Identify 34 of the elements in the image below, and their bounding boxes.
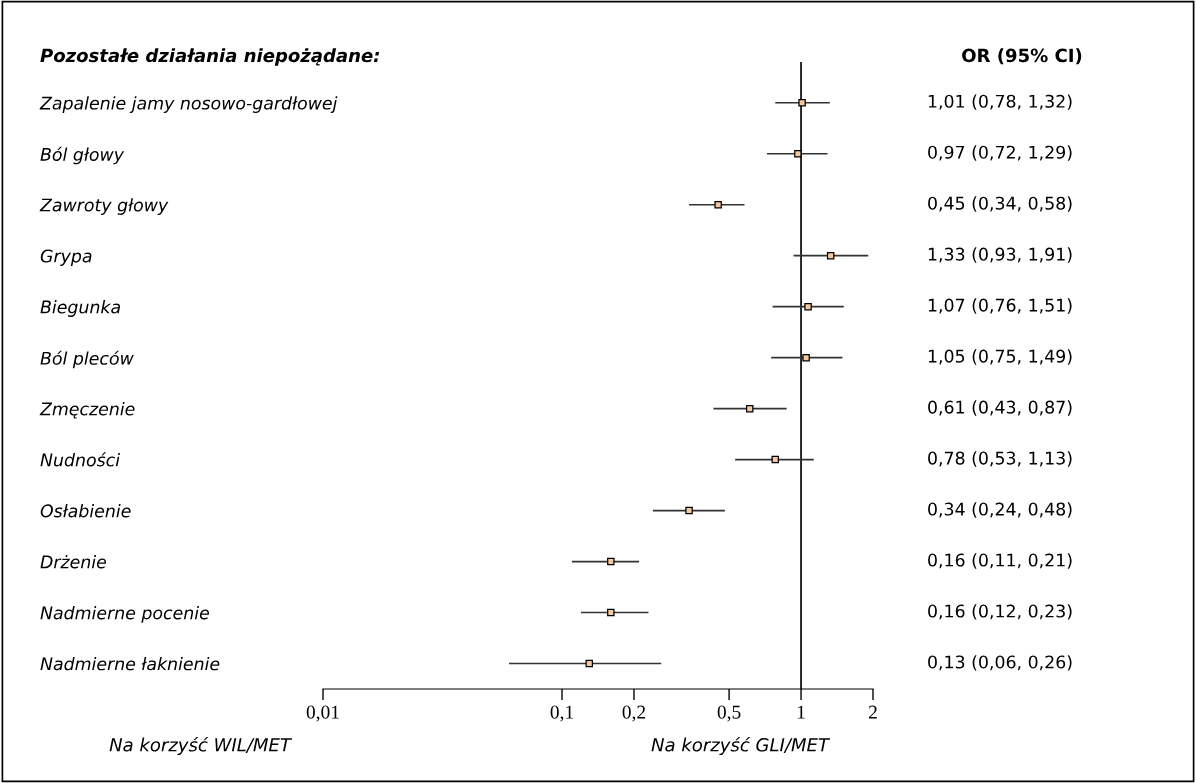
text: OR (95% CI) bbox=[962, 48, 1082, 65]
text: Na korzyść GLI/MET bbox=[651, 736, 831, 756]
y-tick-label: Drżenie bbox=[40, 554, 107, 569]
data-label: 0,34 (0,24, 0,48) bbox=[928, 502, 1072, 518]
y-tick-label: Grypa bbox=[40, 249, 92, 266]
y-tick-label: Nadmierne pocenie bbox=[40, 605, 210, 623]
data-label: 0,61 (0,43, 0,87) bbox=[928, 400, 1072, 416]
data-label: 1,33 (0,93, 1,91) bbox=[928, 247, 1072, 263]
y-tick-label: Zawroty głowy bbox=[39, 198, 169, 215]
y-tick-label: Ból głowy bbox=[40, 146, 125, 165]
x-tick-label: 1 bbox=[797, 705, 805, 719]
x-tick-label: 0,5 bbox=[717, 705, 741, 722]
y-tick-label: Zapalenie jamy nosowo-gardłowej bbox=[39, 96, 338, 113]
data-label: 0,97 (0,72, 1,29) bbox=[928, 145, 1072, 161]
y-tick-label: Nudności bbox=[40, 452, 120, 467]
x-tick-label: 0,01 bbox=[306, 705, 339, 722]
y-tick-label: Nadmierne łaknienie bbox=[40, 656, 220, 671]
chart-title: Pozostałe działania niepożądane: bbox=[40, 48, 380, 66]
y-tick-label: Ból pleców bbox=[40, 350, 134, 369]
data-label: 0,16 (0,11, 0,21) bbox=[928, 553, 1072, 569]
y-tick-label: Biegunka bbox=[40, 300, 120, 317]
data-label: 0,16 (0,12, 0,23) bbox=[928, 604, 1072, 620]
data-label: 0,45 (0,34, 0,58) bbox=[928, 196, 1072, 212]
data-label: 1,07 (0,76, 1,51) bbox=[928, 298, 1072, 314]
text: Na korzyść WIL/MET bbox=[109, 736, 293, 756]
data-label: 1,01 (0,78, 1,32) bbox=[928, 94, 1072, 110]
x-tick-label: 0,1 bbox=[550, 705, 574, 722]
x-tick-label: 0,2 bbox=[622, 705, 646, 722]
data-label: 1,05 (0,75, 1,49) bbox=[928, 349, 1072, 365]
y-tick-label: Osłabienie bbox=[40, 503, 131, 518]
data-label: 0,78 (0,53, 1,13) bbox=[928, 451, 1072, 467]
x-tick-label: 2 bbox=[868, 705, 877, 719]
y-tick-label: Zmęczenie bbox=[39, 402, 135, 419]
data-label: 0,13 (0,06, 0,26) bbox=[928, 655, 1072, 671]
